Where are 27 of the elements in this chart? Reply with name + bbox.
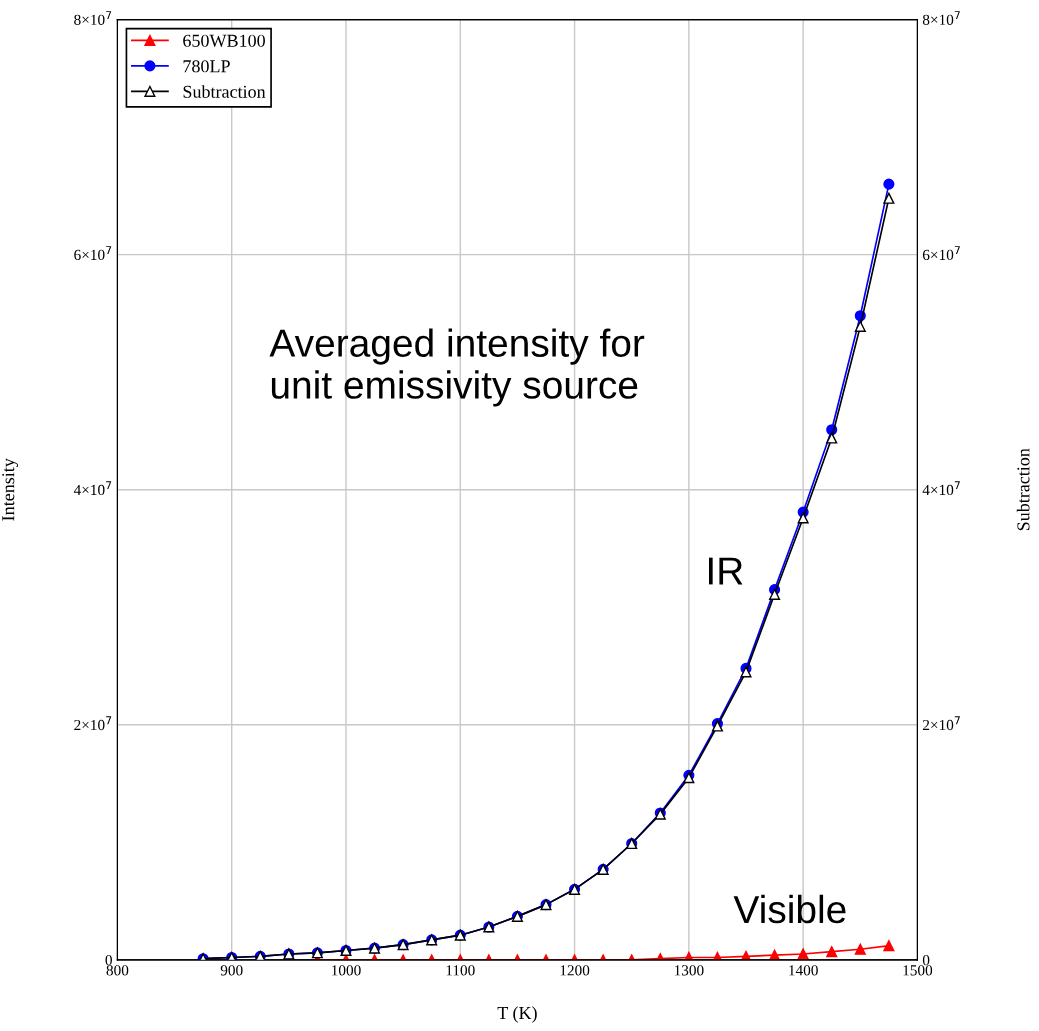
x-tick-label: 1200 [560,965,590,976]
x-tick-label: 1300 [674,965,704,976]
y2-tick-label: 2×10$^{7}$ [922,716,960,731]
y2-tick-label: 8×10$^{7}$ [922,11,960,25]
x-tick-label: 1500 [903,965,933,976]
x-tick-label: 800 [106,965,129,976]
y2-axis-title: Subtraction [1016,448,1030,531]
y-tick-label: 2×10$^{7}$ [74,716,112,731]
y-axis-title: Intensity [2,458,19,521]
y-tick-label: 4×10$^{7}$ [73,481,112,496]
legend-label: 780LP [183,60,230,73]
y-tick-label: 0 [105,955,112,966]
annotation: Visible [733,894,846,924]
legend-label: Subtraction [183,85,266,98]
x-tick-label: 1000 [332,965,361,976]
annotation: Averaged intensity for unit emissivity source [269,328,645,407]
legend-label: 650WB100 [183,34,265,47]
x-tick-label: 1400 [789,965,818,976]
y-tick-label: 8×10$^{7}$ [74,11,112,25]
y-tick-label: 6×10$^{7}$ [74,246,112,261]
x-tick-label: 900 [220,965,243,976]
x-axis-title: T (K) [497,1006,537,1023]
y2-tick-label: 0 [922,955,930,966]
x-tick-label: 1100 [446,965,475,976]
y2-tick-label: 6×10$^{7}$ [922,246,960,261]
annotation: IR [709,557,743,585]
y2-tick-label: 4×10$^{7}$ [922,481,960,496]
